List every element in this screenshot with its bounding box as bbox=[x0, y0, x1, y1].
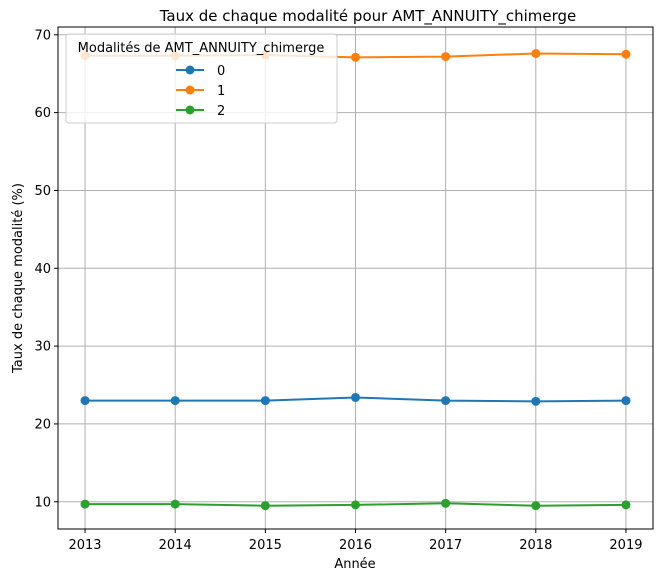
data-point bbox=[531, 48, 541, 58]
data-point bbox=[441, 498, 451, 508]
legend-label: 0 bbox=[217, 64, 225, 79]
data-point bbox=[80, 499, 90, 509]
x-tick-label: 2018 bbox=[519, 538, 552, 553]
y-axis-label: Taux de chaque modalité (%) bbox=[11, 183, 26, 374]
x-tick-label: 2013 bbox=[68, 538, 101, 553]
x-tick-label: 2017 bbox=[429, 538, 462, 553]
legend-entry: 1 bbox=[176, 84, 225, 99]
legend: Modalités de AMT_ANNUITY_chimerge 0 1 2 bbox=[65, 33, 338, 124]
y-tick-label: 10 bbox=[34, 495, 51, 510]
grid-lines bbox=[58, 27, 653, 529]
series-2 bbox=[80, 498, 631, 511]
x-tick-label: 2019 bbox=[609, 538, 642, 553]
legend-box bbox=[65, 33, 338, 124]
data-point bbox=[531, 396, 541, 406]
x-tick-label: 2015 bbox=[249, 538, 282, 553]
x-axis-label: Année bbox=[334, 557, 375, 572]
legend-entry: 2 bbox=[176, 104, 225, 119]
data-point bbox=[170, 499, 180, 509]
x-tick-label: 2014 bbox=[159, 538, 192, 553]
series-0 bbox=[80, 392, 631, 406]
data-point bbox=[80, 396, 90, 406]
data-point bbox=[621, 49, 631, 59]
legend-title: Modalités de AMT_ANNUITY_chimerge bbox=[78, 41, 325, 56]
y-tick-label: 60 bbox=[34, 106, 51, 121]
data-point bbox=[170, 396, 180, 406]
legend-label: 1 bbox=[217, 84, 225, 99]
legend-entry: 0 bbox=[176, 64, 225, 79]
legend-marker bbox=[185, 65, 195, 75]
x-tick-label: 2016 bbox=[339, 538, 372, 553]
y-tick-label: 20 bbox=[34, 417, 51, 432]
data-point bbox=[441, 52, 451, 62]
data-point bbox=[531, 501, 541, 511]
y-tick-label: 30 bbox=[34, 340, 51, 355]
data-point bbox=[441, 396, 451, 406]
legend-label: 2 bbox=[217, 104, 225, 119]
data-point bbox=[621, 396, 631, 406]
data-point bbox=[351, 500, 360, 510]
legend-marker bbox=[185, 85, 195, 95]
data-point bbox=[351, 52, 360, 62]
y-tick-label: 70 bbox=[34, 28, 51, 43]
data-point bbox=[621, 500, 631, 510]
y-tick-label: 50 bbox=[34, 184, 51, 199]
data-point bbox=[260, 501, 270, 511]
data-point bbox=[351, 392, 360, 402]
legend-marker bbox=[185, 105, 195, 115]
y-tick-label: 40 bbox=[34, 262, 51, 277]
data-point bbox=[260, 396, 270, 406]
legend-entries: 0 1 2 bbox=[176, 64, 225, 119]
chart-title: Taux de chaque modalité pour AMT_ANNUITY… bbox=[159, 7, 577, 26]
axis-ticks: 2013 2014 2015 2016 2017 2018 2019102030405060… bbox=[34, 28, 642, 553]
